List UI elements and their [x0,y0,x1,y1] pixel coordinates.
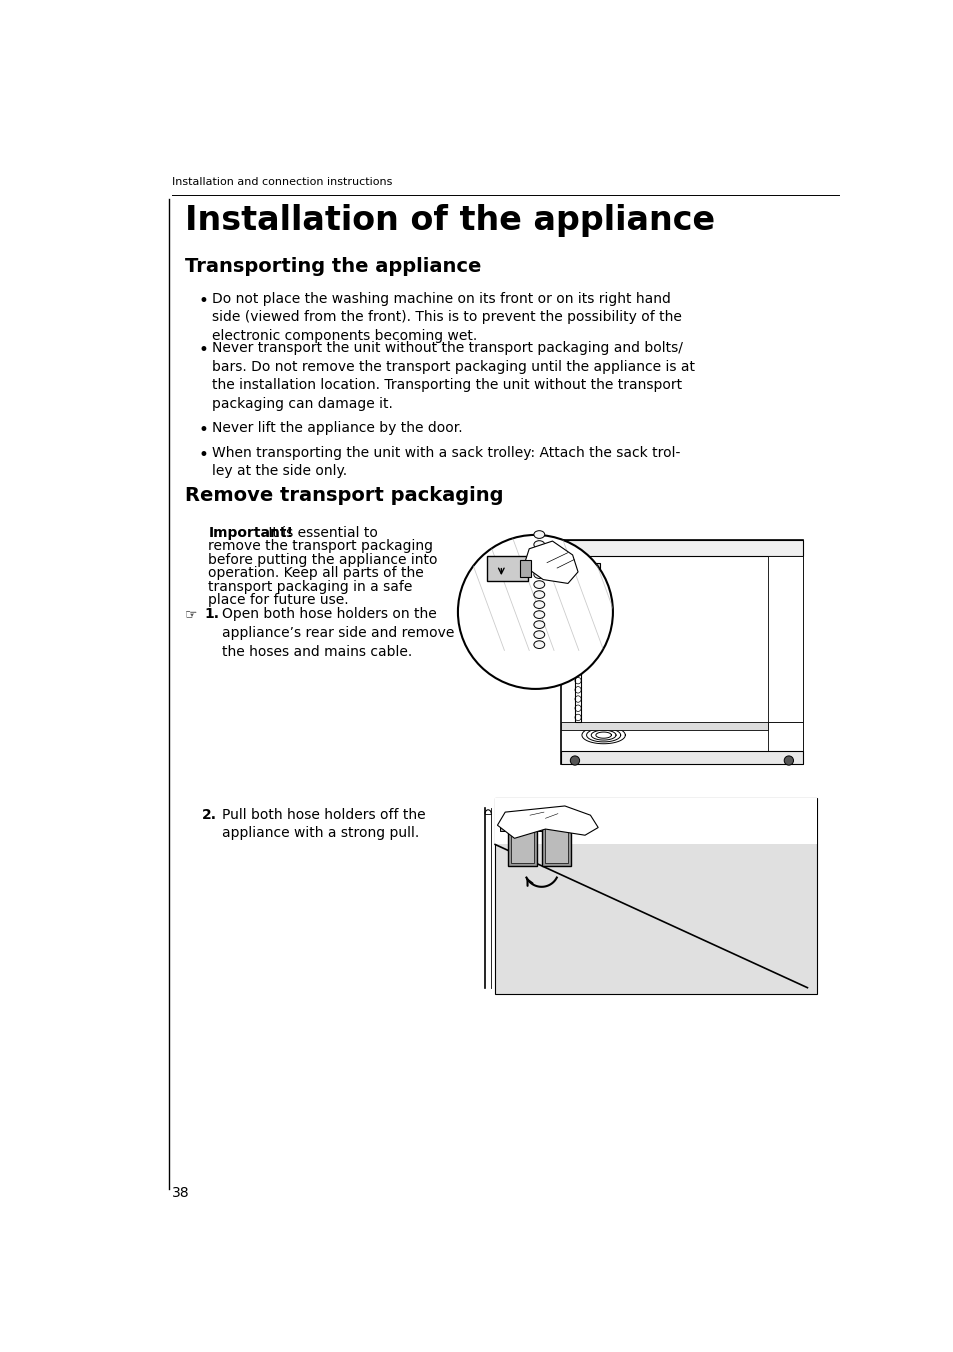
Text: Pull both hose holders off the
appliance with a strong pull.: Pull both hose holders off the appliance… [222,807,425,840]
Bar [560,539,802,557]
Bar [499,822,507,831]
Circle shape [570,756,579,765]
Ellipse shape [575,696,580,702]
Text: Never transport the unit without the transport packaging and bolts/
bars. Do not: Never transport the unit without the tra… [212,341,695,411]
Text: •: • [198,341,208,358]
Text: remove the transport packaging: remove the transport packaging [208,539,433,553]
Bar [507,819,537,867]
Bar [575,557,580,722]
Text: Installation and connection instructions: Installation and connection instructions [172,177,392,188]
Ellipse shape [575,714,580,721]
Bar [571,581,580,589]
Text: Installation of the appliance: Installation of the appliance [185,204,715,237]
Text: Do not place the washing machine on its front or on its right hand
side (viewed : Do not place the washing machine on its … [212,292,681,343]
Text: 2.: 2. [202,807,217,822]
Bar [560,539,802,764]
Bar [510,823,534,863]
Circle shape [457,535,612,690]
Ellipse shape [534,581,544,588]
Ellipse shape [534,631,544,638]
Bar [495,798,816,994]
Ellipse shape [534,641,544,649]
Ellipse shape [575,704,580,711]
Circle shape [783,756,793,765]
Text: Open both hose holders on the
appliance’s rear side and remove
the hoses and mai: Open both hose holders on the appliance’… [222,607,455,658]
Bar [567,562,599,594]
Text: place for future use.: place for future use. [208,594,349,607]
Text: •: • [198,446,208,464]
Text: Transporting the appliance: Transporting the appliance [185,257,481,276]
Bar [487,557,527,581]
Ellipse shape [534,571,544,579]
Ellipse shape [575,566,580,573]
Text: transport packaging in a safe: transport packaging in a safe [208,580,413,594]
Text: 38: 38 [172,1186,190,1201]
Text: Remove transport packaging: Remove transport packaging [185,485,503,506]
Ellipse shape [534,561,544,568]
Ellipse shape [575,558,580,564]
Text: Never lift the appliance by the door.: Never lift the appliance by the door. [212,420,462,435]
Ellipse shape [575,595,580,602]
Bar [519,560,530,577]
Text: It is essential to: It is essential to [264,526,377,539]
Bar [560,722,767,730]
Ellipse shape [534,621,544,629]
Ellipse shape [575,677,580,684]
Bar [571,822,578,831]
Ellipse shape [534,531,544,538]
Ellipse shape [534,550,544,558]
Ellipse shape [534,591,544,599]
Bar [495,798,816,845]
Ellipse shape [575,576,580,583]
Polygon shape [523,541,578,584]
Ellipse shape [575,612,580,619]
Text: before putting the appliance into: before putting the appliance into [208,553,437,566]
Ellipse shape [534,541,544,549]
Text: 1.: 1. [204,607,219,622]
Polygon shape [497,806,598,838]
Ellipse shape [575,668,580,675]
Ellipse shape [575,604,580,610]
Ellipse shape [534,600,544,608]
Text: Important!: Important! [208,526,294,539]
Bar [560,750,802,764]
Ellipse shape [575,622,580,629]
Ellipse shape [575,650,580,656]
Bar [767,557,802,722]
Bar [541,819,571,867]
Text: •: • [198,420,208,439]
Ellipse shape [575,585,580,592]
Ellipse shape [575,641,580,648]
Bar [537,822,544,831]
Text: •: • [198,292,208,310]
Ellipse shape [534,611,544,618]
Text: When transporting the unit with a sack trolley: Attach the sack trol-
ley at the: When transporting the unit with a sack t… [212,446,679,479]
Ellipse shape [575,631,580,638]
Text: operation. Keep all parts of the: operation. Keep all parts of the [208,566,424,580]
Ellipse shape [575,687,580,694]
Bar [767,722,802,758]
Ellipse shape [575,658,580,665]
Text: ☞: ☞ [185,607,197,622]
Bar [544,823,567,863]
